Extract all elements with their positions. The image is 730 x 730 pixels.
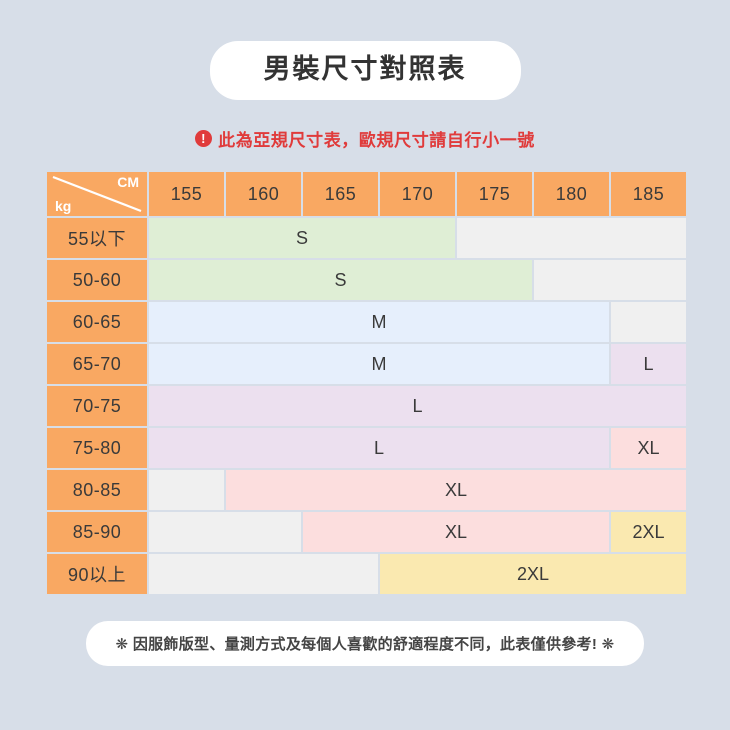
footer-note: ❋ 因服飾版型、量測方式及每個人喜歡的舒適程度不同，此表僅供參考! ❋ [85, 621, 645, 667]
table-head: CM kg 155 160 165 170 175 180 185 [47, 172, 686, 217]
size-cell-2xl: 2XL [611, 512, 686, 553]
row-header-55以下: 55以下 [47, 218, 147, 259]
table-row: 60-65 M [47, 302, 686, 343]
exclamation-circle-icon: ! [195, 130, 213, 148]
size-cell-empty [149, 512, 301, 553]
table-row: 75-80 L XL [47, 428, 686, 469]
row-header-65-70: 65-70 [47, 344, 147, 385]
column-header-160: 160 [226, 172, 301, 217]
title-container: 男裝尺寸對照表 [0, 0, 730, 101]
column-header-180: 180 [534, 172, 609, 217]
table-row: 65-70 M L [47, 344, 686, 385]
table-header-row: CM kg 155 160 165 170 175 180 185 [47, 172, 686, 217]
table-row: 85-90 XL 2XL [47, 512, 686, 553]
column-header-170: 170 [380, 172, 455, 217]
size-cell-empty [149, 554, 378, 595]
size-cell-l: L [611, 344, 686, 385]
size-table: CM kg 155 160 165 170 175 180 185 55以下 S 5… [45, 170, 688, 596]
size-cell-m: M [149, 344, 609, 385]
size-cell-empty [534, 260, 686, 301]
table-row: 80-85 XL [47, 470, 686, 511]
corner-kg-label: kg [55, 198, 72, 215]
size-cell-empty [611, 302, 686, 343]
row-header-50-60: 50-60 [47, 260, 147, 301]
footer-container: ❋ 因服飾版型、量測方式及每個人喜歡的舒適程度不同，此表僅供參考! ❋ [0, 621, 730, 667]
row-header-90以上: 90以上 [47, 554, 147, 595]
row-header-60-65: 60-65 [47, 302, 147, 343]
column-header-185: 185 [611, 172, 686, 217]
table-row: 70-75 L [47, 386, 686, 427]
size-table-container: CM kg 155 160 165 170 175 180 185 55以下 S 5… [45, 170, 688, 596]
size-cell-l: L [149, 428, 609, 469]
table-row: 90以上 2XL [47, 554, 686, 595]
row-header-75-80: 75-80 [47, 428, 147, 469]
size-cell-xl: XL [303, 512, 609, 553]
size-cell-2xl: 2XL [380, 554, 686, 595]
size-cell-s: S [149, 218, 455, 259]
size-cell-l: L [149, 386, 686, 427]
warning-text: 此為亞規尺寸表，歐規尺寸請自行小一號 [218, 131, 535, 151]
size-cell-s: S [149, 260, 532, 301]
row-header-85-90: 85-90 [47, 512, 147, 553]
column-header-175: 175 [457, 172, 532, 217]
row-header-80-85: 80-85 [47, 470, 147, 511]
size-cell-xl: XL [226, 470, 686, 511]
table-row: 55以下 S [47, 218, 686, 259]
table-row: 50-60 S [47, 260, 686, 301]
table-body: 55以下 S 50-60 S 60-65 M 65-70 M L 70-75 L 75-80 L XL 80… [47, 218, 686, 595]
size-cell-empty [457, 218, 686, 259]
warning-banner: ! 此為亞規尺寸表，歐規尺寸請自行小一號 [0, 126, 730, 151]
page-title: 男裝尺寸對照表 [209, 41, 521, 101]
size-cell-xl: XL [611, 428, 686, 469]
corner-cm-label: CM [117, 174, 139, 191]
column-header-165: 165 [303, 172, 378, 217]
size-cell-m: M [149, 302, 609, 343]
size-cell-empty [149, 470, 224, 511]
column-header-155: 155 [149, 172, 224, 217]
row-header-70-75: 70-75 [47, 386, 147, 427]
corner-cell-height-weight: CM kg [47, 172, 147, 217]
diagonal-divider-icon [52, 176, 142, 213]
